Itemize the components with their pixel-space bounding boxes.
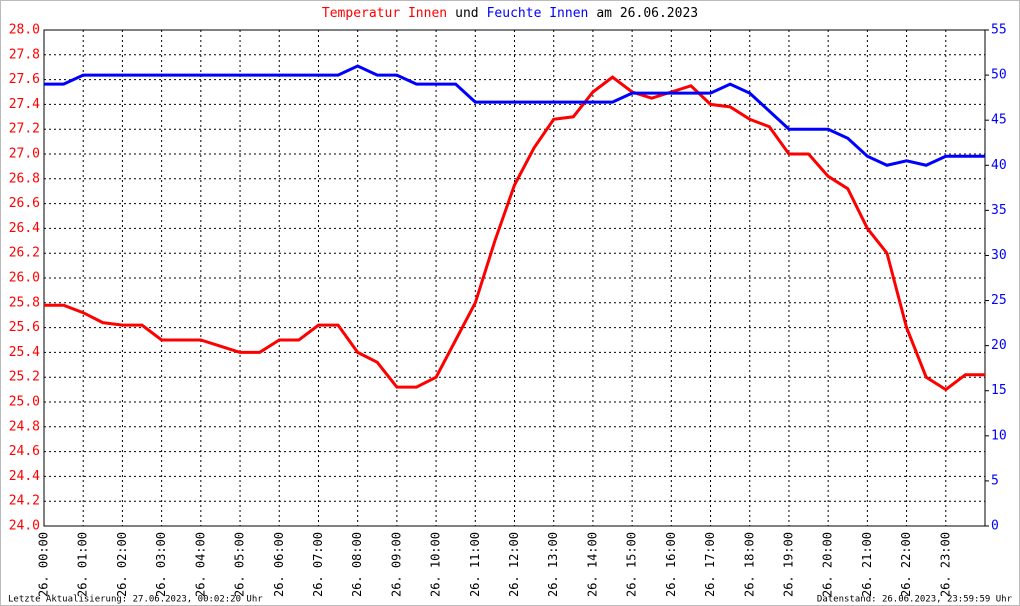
data-line: [44, 75, 985, 392]
x-tick-label: 26. 07:00: [311, 532, 325, 597]
y-tick-label: 25.2: [9, 370, 40, 385]
y-tick-label: 24.0: [9, 519, 40, 534]
y-tick-label: 28.0: [9, 23, 40, 38]
y-tick-label: 25.8: [9, 295, 40, 310]
x-tick-label: 26. 00:00: [37, 532, 51, 597]
x-tick-label: 26. 22:00: [899, 532, 913, 597]
y-tick-label: 26.6: [9, 196, 40, 211]
plot-border: [43, 29, 986, 527]
x-tick-label: 26. 14:00: [585, 532, 599, 597]
title-part: Temperatur Innen: [322, 6, 447, 21]
x-tick-label: 26. 08:00: [350, 532, 364, 597]
y2-tick-label: 45: [991, 113, 1007, 128]
x-tick-label: 26. 03:00: [154, 532, 168, 597]
x-tick-label: 26. 09:00: [389, 532, 403, 597]
x-tick-label: 26. 17:00: [703, 532, 717, 597]
x-tick-label: 26. 23:00: [938, 532, 952, 597]
y2-tick-label: 25: [991, 293, 1007, 308]
y2-tick-label: 55: [991, 23, 1007, 38]
x-tick-label: 26. 15:00: [625, 532, 639, 597]
y2-tick-label: 10: [991, 428, 1007, 443]
chart-title: Temperatur Innen und Feuchte Innen am 26.06…: [322, 6, 698, 21]
title-part: Feuchte Innen: [487, 6, 589, 21]
x-tick-label: 26. 13:00: [546, 532, 560, 597]
y2-tick-label: 35: [991, 203, 1007, 218]
y2-tick-label: 30: [991, 248, 1007, 263]
y2-tick-label: 50: [991, 68, 1007, 83]
data-line: [44, 64, 985, 167]
y2-tick-label: 5: [991, 473, 999, 488]
y-tick-label: 24.8: [9, 419, 40, 434]
x-tick-label: 26. 10:00: [429, 532, 443, 597]
y-tick-label: 26.8: [9, 171, 40, 186]
y-tick-label: 24.2: [9, 494, 40, 509]
footer-right: Datenstand: 26.06.2023, 23:59:59 Uhr: [817, 595, 1013, 605]
y2-tick-label: 15: [991, 383, 1007, 398]
y-tick-label: 27.8: [9, 47, 40, 62]
x-tick-label: 26. 06:00: [272, 532, 286, 597]
y-tick-label: 27.6: [9, 72, 40, 87]
y-tick-label: 26.4: [9, 221, 40, 236]
x-tick-label: 26. 20:00: [821, 532, 835, 597]
title-part: und: [455, 6, 478, 21]
y-tick-label: 25.0: [9, 395, 40, 410]
y-tick-label: 25.4: [9, 345, 40, 360]
y2-tick-label: 40: [991, 158, 1007, 173]
title-part: am 26.06.2023: [596, 6, 698, 21]
x-tick-label: 26. 19:00: [781, 532, 795, 597]
y-tick-label: 27.2: [9, 122, 40, 137]
x-tick-label: 26. 12:00: [507, 532, 521, 597]
x-tick-label: 26. 01:00: [76, 532, 90, 597]
y-tick-label: 24.6: [9, 444, 40, 459]
y-tick-label: 25.6: [9, 320, 40, 335]
y-tick-label: 24.4: [9, 469, 40, 484]
x-tick-label: 26. 04:00: [193, 532, 207, 597]
x-tick-label: 26. 11:00: [468, 532, 482, 597]
x-tick-label: 26. 05:00: [233, 532, 247, 597]
y2-tick-label: 20: [991, 338, 1007, 353]
y-tick-label: 27.4: [9, 97, 40, 112]
x-tick-label: 26. 16:00: [664, 532, 678, 597]
x-tick-label: 26. 02:00: [115, 532, 129, 597]
y2-tick-label: 0: [991, 519, 999, 534]
footer-left: Letzte Aktualisierung: 27.06.2023, 00:02…: [8, 595, 263, 605]
y-tick-label: 27.0: [9, 147, 40, 162]
y-tick-label: 26.0: [9, 271, 40, 286]
y-tick-label: 26.2: [9, 246, 40, 261]
x-tick-label: 26. 18:00: [742, 532, 756, 597]
x-tick-label: 26. 21:00: [860, 532, 874, 597]
